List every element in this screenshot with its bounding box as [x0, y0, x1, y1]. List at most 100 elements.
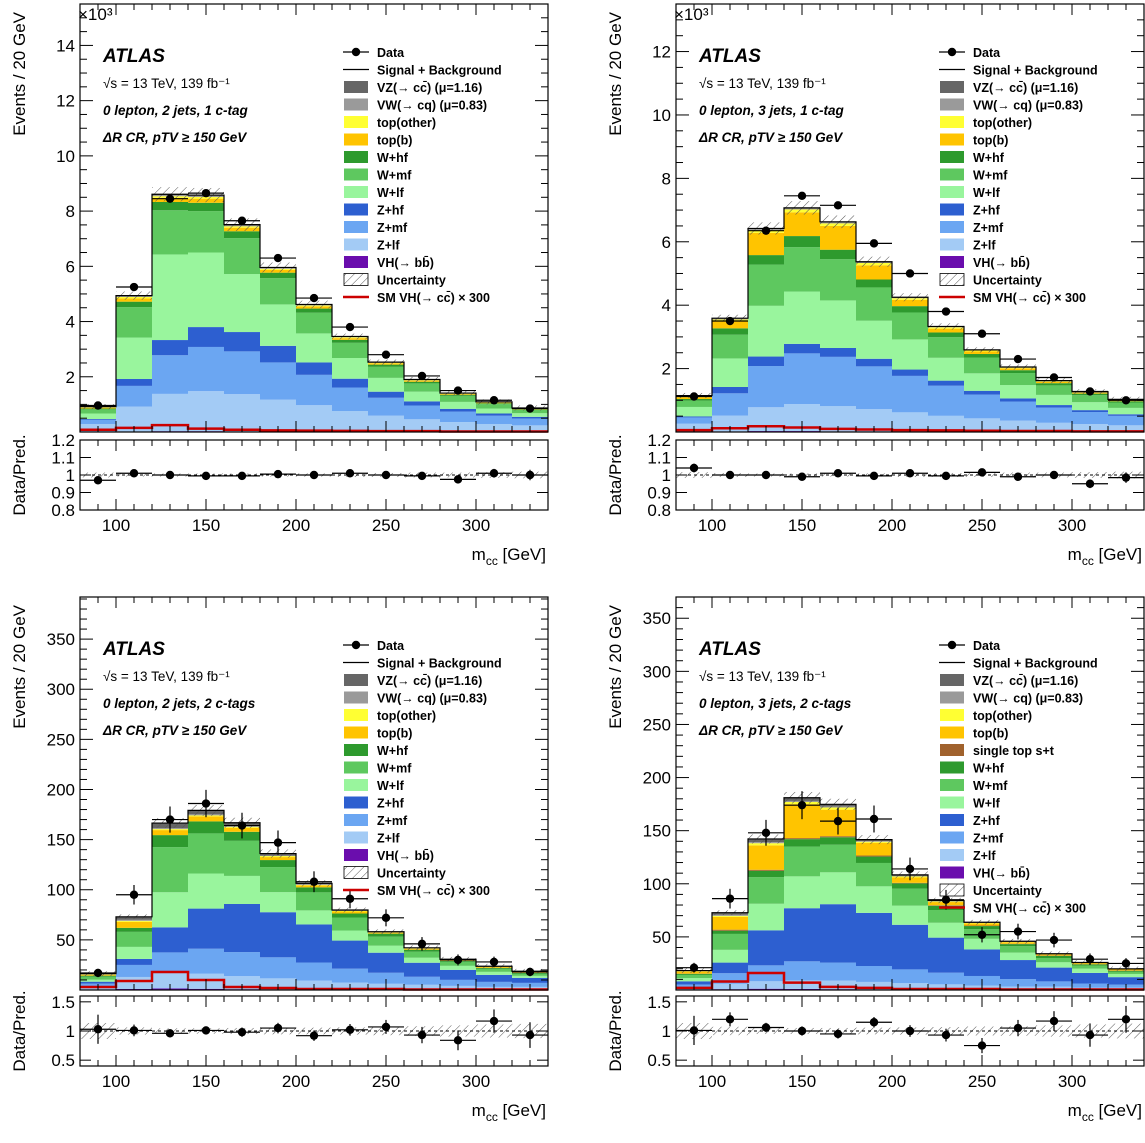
- legend-item: top(b): [344, 134, 412, 148]
- legend-item: top(b): [940, 134, 1008, 148]
- bar-W_mf: [476, 969, 512, 972]
- bar-W_mf: [1036, 385, 1072, 395]
- legend-swatch: [344, 692, 368, 704]
- legend-item: top(other): [344, 709, 436, 723]
- legend-item: single top s+t: [940, 744, 1055, 758]
- bar-Z_hf: [260, 346, 296, 363]
- bar-Z_hf: [404, 401, 440, 405]
- bar-Z_mf: [512, 418, 548, 425]
- bar-Z_hf: [892, 925, 928, 970]
- legend-label: top(other): [377, 116, 436, 130]
- legend-label: Z+mf: [973, 832, 1004, 846]
- bar-W_mf: [1072, 395, 1108, 402]
- data-point: [526, 968, 534, 976]
- legend-item: VH(→ bb̄): [940, 256, 1030, 270]
- y-tick-label: 10: [56, 147, 75, 166]
- data-point: [798, 192, 806, 200]
- legend-label: Z+lf: [973, 239, 996, 253]
- x-axis-title: mcc [GeV]: [472, 1101, 546, 1124]
- bar-W_lf: [964, 373, 1000, 390]
- bar-single_top: [820, 836, 856, 837]
- legend-swatch: [344, 744, 368, 756]
- legend-data-marker: [948, 48, 956, 56]
- legend-label: W+mf: [973, 169, 1008, 183]
- legend-swatch: [940, 709, 964, 721]
- ratio-point: [94, 1025, 102, 1033]
- legend-item: Z+mf: [940, 221, 1004, 235]
- bar-W_lf: [784, 876, 820, 908]
- bar-Z_hf: [1036, 968, 1072, 982]
- legend-label: Z+mf: [973, 221, 1004, 235]
- bar-W_mf: [1000, 373, 1036, 385]
- bar-single_top: [748, 870, 784, 871]
- ratio-y-tick-label: 1.2: [647, 431, 671, 450]
- bar-W_mf: [440, 396, 476, 402]
- bar-Z_mf: [332, 388, 368, 411]
- bar-Z_mf: [188, 347, 224, 391]
- x-tick-label: 200: [282, 1072, 310, 1091]
- bar-W_mf: [748, 877, 784, 904]
- bar-Z_mf: [296, 375, 332, 405]
- bar-W_lf: [1072, 969, 1108, 973]
- legend-item: W+mf: [344, 762, 412, 776]
- x-tick-label: 200: [878, 1072, 906, 1091]
- bar-Z_mf: [748, 366, 784, 407]
- bar-Z_mf: [820, 963, 856, 981]
- bar-W_mf: [748, 265, 784, 306]
- region-label: ΔR CR, pTV ≥ 150 GeV: [698, 130, 843, 145]
- data-point: [1014, 927, 1022, 935]
- legend-item: W+mf: [940, 169, 1008, 183]
- ratio-point: [346, 469, 354, 477]
- bar-Z_mf: [188, 949, 224, 974]
- bar-W_lf: [368, 946, 404, 953]
- data-point: [238, 217, 246, 225]
- bar-W_lf: [332, 358, 368, 379]
- region-label: ΔR CR, pTV ≥ 150 GeV: [698, 723, 843, 738]
- data-point: [274, 838, 282, 846]
- legend-swatch: [344, 832, 368, 844]
- legend-swatch: [344, 814, 368, 826]
- bar-W_lf: [296, 333, 332, 362]
- y-tick-label: 200: [643, 769, 671, 788]
- bar-W_lf: [856, 321, 892, 359]
- legend-item: Data: [939, 46, 1001, 60]
- legend-item: W+hf: [940, 762, 1005, 776]
- legend-item: Uncertainty: [940, 884, 1042, 898]
- bar-Z_mf: [332, 969, 368, 983]
- y-tick-label: 300: [643, 662, 671, 681]
- legend-label: W+hf: [377, 744, 409, 758]
- bar-W_mf: [820, 259, 856, 300]
- ratio-point: [94, 476, 102, 484]
- legend-label: top(other): [377, 709, 436, 723]
- y-tick-label: 100: [47, 881, 75, 900]
- legend-item: VZ(→ cc̄) (μ=1.16): [940, 81, 1078, 95]
- x-tick-label: 100: [698, 1072, 726, 1091]
- ratio-point: [274, 1024, 282, 1032]
- ratio-point: [906, 469, 914, 477]
- data-point: [906, 269, 914, 277]
- bar-W_lf: [332, 931, 368, 941]
- energy-lumi-label: √s = 13 TeV, 139 fb⁻¹: [699, 669, 826, 684]
- data-point: [454, 386, 462, 394]
- bar-W_lf: [404, 392, 440, 402]
- legend-swatch: [940, 779, 964, 791]
- ratio-point: [690, 1026, 698, 1034]
- bar-W_hf: [712, 328, 748, 334]
- legend-label: VH(→ bb̄): [973, 866, 1030, 880]
- x-tick-label: 150: [192, 516, 220, 535]
- y-tick-label: 10: [652, 106, 671, 125]
- legend-label: Uncertainty: [973, 884, 1042, 898]
- ratio-point: [526, 471, 534, 479]
- bar-Z_hf: [116, 959, 152, 965]
- bar-W_lf: [676, 407, 712, 417]
- bar-W_lf: [188, 874, 224, 909]
- bar-W_mf: [964, 357, 1000, 373]
- bar-Z_hf: [260, 912, 296, 957]
- data-point: [906, 865, 914, 873]
- bar-Z_hf: [476, 413, 512, 415]
- legend-label: Z+hf: [377, 204, 405, 218]
- legend-label: Signal + Background: [377, 657, 502, 671]
- atlas-label: ATLAS: [698, 46, 761, 67]
- legend-item: VW(→ cq) (μ=0.83): [344, 692, 487, 706]
